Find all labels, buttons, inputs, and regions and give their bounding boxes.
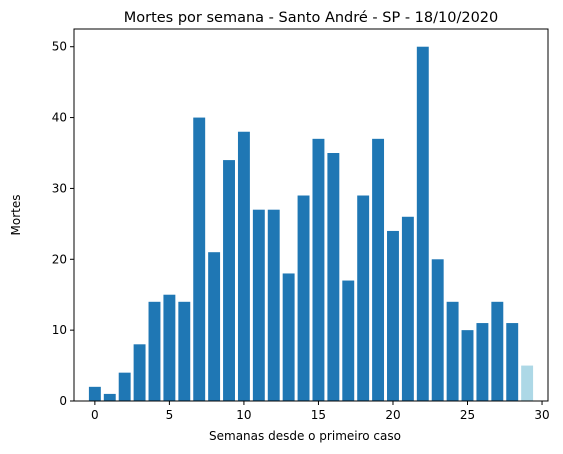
y-tick-label: 0 — [59, 394, 67, 408]
y-tick-label: 30 — [52, 181, 67, 195]
bar-week-10 — [237, 131, 250, 402]
chart-title: Mortes por semana - Santo André - SP - 1… — [124, 10, 499, 26]
bar-week-24 — [446, 301, 459, 401]
x-tick-label: 0 — [91, 408, 99, 422]
bar-week-1 — [103, 393, 116, 401]
x-tick-label: 20 — [385, 408, 400, 422]
bar-week-13 — [282, 273, 295, 401]
x-axis-ticks: 0 5 10 15 20 25 30 — [91, 401, 550, 422]
bar-week-2 — [118, 372, 131, 401]
bar-week-3 — [133, 344, 146, 401]
x-tick-label: 15 — [311, 408, 326, 422]
bar-week-26 — [476, 323, 489, 401]
y-axis-ticks: 0 10 20 30 40 50 — [52, 40, 74, 408]
bar-week-5 — [163, 294, 176, 401]
bar-week-23 — [431, 259, 444, 401]
bar-week-21 — [401, 216, 414, 401]
x-tick-label: 30 — [534, 408, 549, 422]
bar-week-9 — [223, 160, 235, 401]
x-tick-label: 25 — [460, 408, 475, 422]
bar-week-0 — [88, 386, 101, 401]
bar-week-17 — [342, 280, 355, 401]
bar-week-19 — [372, 138, 385, 401]
y-axis-title: Mortes — [9, 195, 23, 236]
bar-week-8 — [208, 252, 221, 401]
bars-group — [88, 46, 534, 402]
bar-week-16 — [327, 153, 340, 401]
bar-week-7 — [193, 117, 206, 401]
bar-week-11 — [252, 209, 265, 401]
y-tick-label: 10 — [52, 323, 67, 337]
y-tick-label: 20 — [52, 252, 67, 266]
bar-week-22 — [416, 46, 429, 402]
y-tick-label: 40 — [52, 111, 67, 125]
bar-week-29 — [521, 365, 534, 401]
x-tick-label: 5 — [166, 408, 174, 422]
bar-week-6 — [178, 301, 191, 401]
bar-week-25 — [461, 330, 474, 401]
bar-week-18 — [357, 195, 370, 401]
bar-week-20 — [387, 230, 399, 401]
bar-week-12 — [267, 209, 280, 401]
x-tick-label: 10 — [236, 408, 251, 422]
bar-week-15 — [312, 138, 325, 401]
bar-week-27 — [491, 301, 504, 401]
y-tick-label: 50 — [52, 40, 67, 54]
x-axis-title: Semanas desde o primeiro caso — [209, 429, 401, 443]
bar-week-28 — [506, 323, 519, 401]
plot-frame — [73, 28, 549, 402]
bar-week-14 — [297, 195, 310, 401]
bar-week-4 — [148, 301, 161, 401]
